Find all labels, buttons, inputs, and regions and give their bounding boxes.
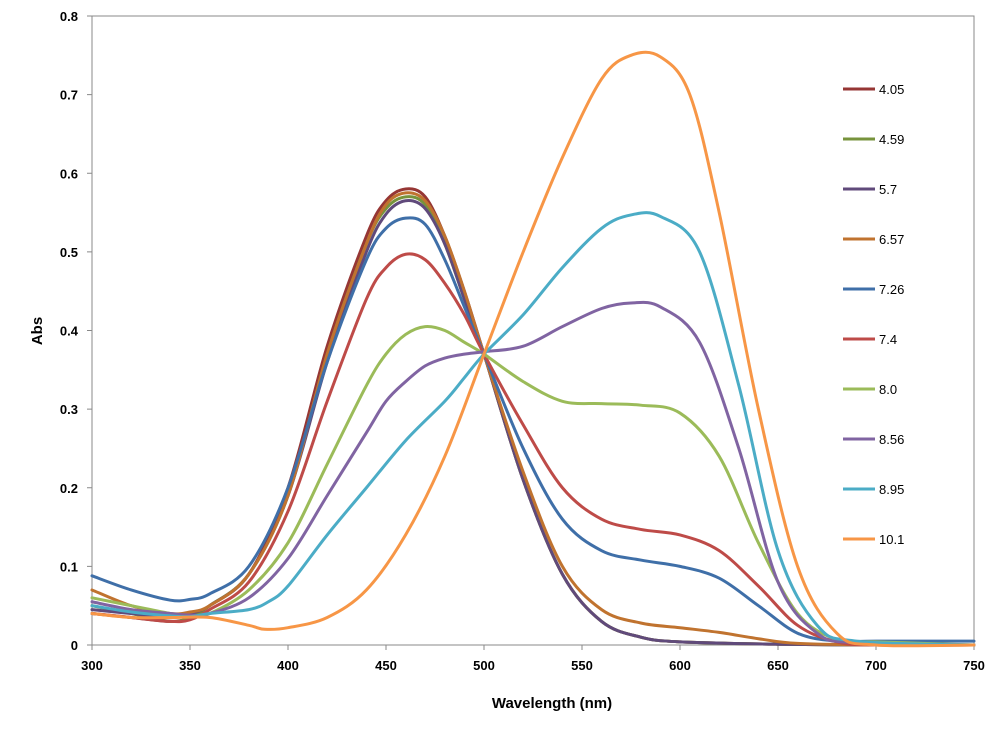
y-tick-label: 0 xyxy=(71,638,78,653)
legend: 4.05 4.59 5.7 6.57 7.26 7.4 8.0 8.56 8.95 10.1 xyxy=(843,82,904,547)
legend-label: 8.95 xyxy=(879,482,904,497)
legend-label: 7.26 xyxy=(879,282,904,297)
legend-label: 6.57 xyxy=(879,232,904,247)
series-line-4-05 xyxy=(90,187,976,647)
series-line-6-57 xyxy=(90,191,976,647)
series-lines xyxy=(90,50,976,648)
x-tick-label: 600 xyxy=(669,658,691,673)
legend-label: 5.7 xyxy=(879,182,897,197)
y-tick-label: 0.8 xyxy=(60,9,78,24)
plot-frame xyxy=(91,15,975,646)
series-line-5-7 xyxy=(90,199,976,647)
plot-area-border xyxy=(91,15,975,646)
y-tick-label: 0.1 xyxy=(60,559,78,574)
y-axis-title: Abs xyxy=(29,317,46,345)
series-line-8-56 xyxy=(90,300,976,647)
series-line-8-0 xyxy=(90,324,976,647)
x-axis-title: Wavelength (nm) xyxy=(492,695,612,712)
series-line-7-4 xyxy=(90,252,976,647)
legend-label: 4.05 xyxy=(879,82,904,97)
x-tick-label: 550 xyxy=(571,658,593,673)
y-tick-label: 0.6 xyxy=(60,166,78,181)
series-line-10-1 xyxy=(90,50,976,648)
x-tick-label: 450 xyxy=(375,658,397,673)
legend-label: 8.56 xyxy=(879,432,904,447)
series-line-4-59 xyxy=(90,195,976,647)
x-tick-label: 750 xyxy=(963,658,985,673)
y-tick-label: 0.2 xyxy=(60,481,78,496)
x-tick-label: 650 xyxy=(767,658,789,673)
x-tick-label: 400 xyxy=(277,658,299,673)
x-tick-label: 500 xyxy=(473,658,495,673)
x-tick-label: 350 xyxy=(179,658,201,673)
x-tick-label: 700 xyxy=(865,658,887,673)
series-line-7-26 xyxy=(90,216,976,644)
y-ticks: 0 0.1 0.2 0.3 0.4 0.5 0.6 0.7 0.8 xyxy=(60,9,92,653)
series-line-8-95 xyxy=(90,211,976,647)
y-tick-label: 0.3 xyxy=(60,402,78,417)
x-ticks: 300 350 400 450 500 550 600 650 700 750 xyxy=(81,645,985,673)
x-tick-label: 300 xyxy=(81,658,103,673)
y-tick-label: 0.5 xyxy=(60,245,78,260)
y-tick-label: 0.7 xyxy=(60,88,78,103)
y-tick-label: 0.4 xyxy=(60,324,79,339)
legend-label: 4.59 xyxy=(879,132,904,147)
legend-label: 10.1 xyxy=(879,532,904,547)
legend-label: 8.0 xyxy=(879,382,897,397)
legend-label: 7.4 xyxy=(879,332,897,347)
